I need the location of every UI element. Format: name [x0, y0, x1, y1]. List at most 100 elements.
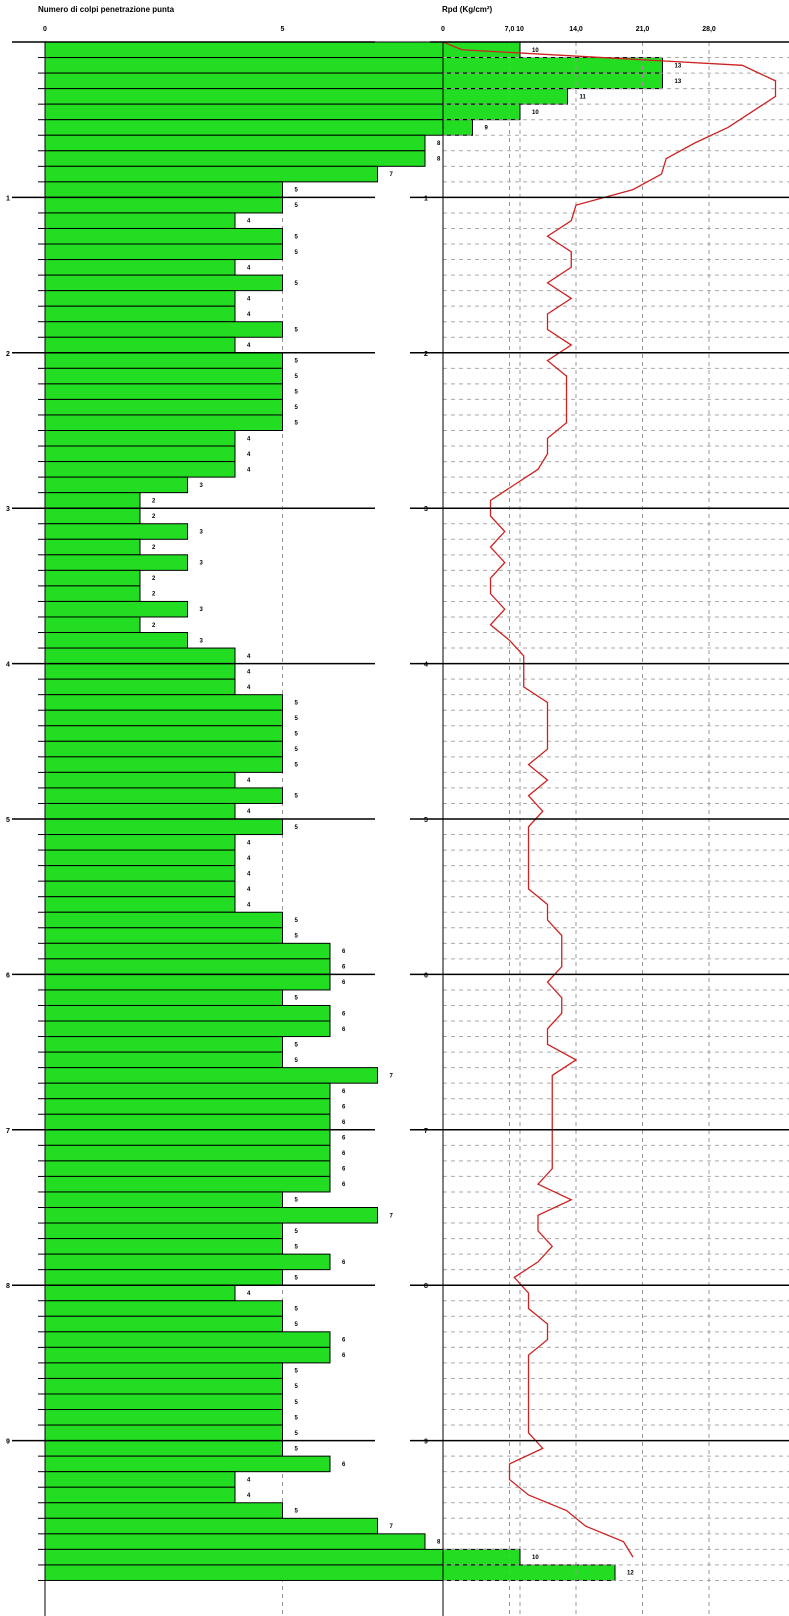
- bar: [44, 554, 188, 571]
- bar-value-label: 5: [295, 1400, 299, 1406]
- bar: [44, 1331, 331, 1348]
- right-y-tick-label: 3: [424, 506, 428, 513]
- bar-value-label: 4: [247, 296, 251, 302]
- bar-value-label: 5: [295, 390, 299, 396]
- bar-value-label: 5: [295, 996, 299, 1002]
- bar-value-label: 6: [342, 1260, 346, 1266]
- bar: [44, 911, 283, 929]
- bar: [44, 1238, 283, 1255]
- bar-value-label: 12: [627, 1571, 634, 1577]
- bar: [44, 818, 283, 836]
- bar-value-label: 7: [390, 172, 394, 178]
- bar: [44, 1486, 236, 1504]
- right-y-tick-label: 4: [424, 662, 428, 669]
- right-y-tick-label: 1: [424, 195, 428, 202]
- right-y-tick-label: 2: [424, 351, 428, 358]
- bar: [44, 165, 378, 183]
- bar-value-label: 5: [295, 1198, 299, 1204]
- bar-value-label: 5: [295, 374, 299, 380]
- left-x-tick-label: 5: [281, 26, 285, 33]
- bar-value-label: 9: [485, 125, 489, 131]
- bar-value-label: 13: [675, 63, 682, 69]
- right-y-tick-label: 8: [424, 1283, 428, 1290]
- bar-value-label: 6: [342, 1027, 346, 1033]
- bar-value-label: 3: [200, 607, 204, 613]
- bar: [44, 507, 141, 525]
- right-x-tick-label: 28,0: [702, 26, 716, 33]
- left-y-tick-label: 2: [6, 351, 10, 358]
- bar: [44, 103, 521, 121]
- bar-value-label: 6: [342, 1011, 346, 1017]
- right-line-layer: [442, 41, 777, 1558]
- bar-value-label: 5: [295, 1415, 299, 1421]
- bar: [44, 1393, 283, 1411]
- bar: [44, 1533, 426, 1550]
- bar: [44, 849, 236, 867]
- bar: [44, 445, 236, 463]
- left-chart-frame: Numero di colpi penetrazione punta: [38, 5, 175, 14]
- bar: [44, 1067, 378, 1084]
- bar-value-label: 8: [437, 1540, 441, 1546]
- bar-value-label: 6: [342, 1338, 346, 1344]
- bar: [44, 896, 236, 913]
- bar: [44, 290, 236, 307]
- bar-value-label: 5: [295, 1307, 299, 1313]
- bar-value-label: 5: [295, 934, 299, 940]
- right-grid: [443, 42, 789, 1616]
- bar: [44, 756, 283, 773]
- bar-value-label: 4: [247, 778, 251, 784]
- bar-value-label: 7: [390, 1073, 394, 1079]
- bar: [44, 942, 331, 960]
- bar-value-label: 5: [295, 763, 299, 769]
- bar: [44, 1113, 331, 1131]
- bar: [44, 461, 236, 478]
- bar: [44, 259, 236, 276]
- right-y-tick-label: 6: [424, 972, 428, 979]
- bar-value-label: 2: [152, 514, 156, 520]
- bar: [44, 1004, 331, 1022]
- right-chart-title: Rpd (Kg/cm²): [442, 5, 493, 14]
- right-x-tick-label: 7,0: [505, 26, 515, 33]
- bar: [44, 538, 141, 556]
- bar: [44, 771, 236, 789]
- bar: [44, 600, 188, 618]
- bar: [44, 1517, 378, 1535]
- bar: [44, 1346, 331, 1364]
- bar-value-label: 6: [342, 1151, 346, 1157]
- bar-value-label: 5: [295, 1322, 299, 1328]
- left-x-tick-label: 10: [516, 26, 524, 33]
- bar: [44, 1315, 283, 1333]
- bar: [44, 1129, 331, 1146]
- left-y-tick-label: 6: [6, 972, 10, 979]
- bar-value-label: 2: [152, 498, 156, 504]
- bar: [44, 647, 236, 665]
- bar-value-label: 4: [247, 1291, 251, 1297]
- bar: [44, 1300, 283, 1317]
- bar-value-label: 5: [295, 359, 299, 365]
- bar: [44, 1362, 283, 1379]
- bar-value-label: 6: [342, 1120, 346, 1126]
- bar-value-label: 10: [532, 110, 539, 116]
- bar: [44, 150, 426, 167]
- bar: [44, 1036, 283, 1053]
- bar: [44, 1160, 331, 1177]
- bar-value-label: 4: [247, 452, 251, 458]
- bar-value-label: 7: [390, 1213, 394, 1219]
- bar-value-label: 4: [247, 1477, 251, 1483]
- left-grid: [282, 42, 521, 1616]
- bar-value-label: 6: [342, 949, 346, 955]
- bar-value-label: 5: [295, 1229, 299, 1235]
- bar-value-label: 6: [342, 965, 346, 971]
- bar: [44, 865, 236, 882]
- bar: [44, 678, 236, 696]
- left-y-tick-label: 1: [6, 195, 10, 202]
- bar: [44, 740, 283, 758]
- bar: [44, 227, 283, 245]
- bar: [44, 1455, 331, 1473]
- bar-value-label: 2: [152, 623, 156, 629]
- bar-value-label: 4: [247, 902, 251, 908]
- bar-value-label: 6: [342, 1353, 346, 1359]
- bar: [44, 787, 283, 804]
- bar-value-label: 2: [152, 545, 156, 551]
- bar-value-label: 5: [295, 1058, 299, 1064]
